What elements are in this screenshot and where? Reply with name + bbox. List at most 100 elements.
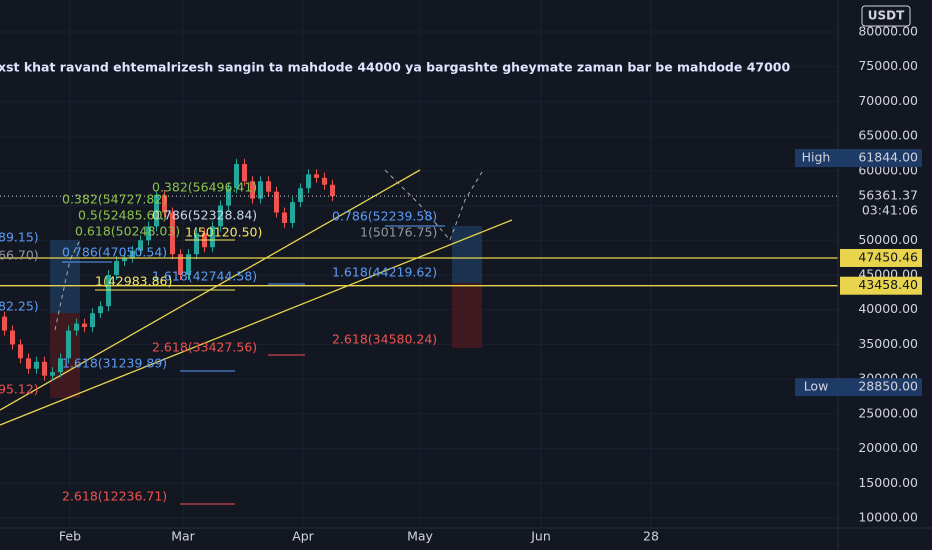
x-tick-label: Apr bbox=[292, 529, 314, 544]
fib-label: 1.618(44219.62) bbox=[332, 265, 437, 280]
candle bbox=[170, 212, 175, 255]
y-tick-label: 75000.00 bbox=[858, 58, 918, 73]
fib-label: 1(42983.86) bbox=[95, 274, 172, 289]
candle bbox=[114, 261, 119, 275]
candle bbox=[74, 323, 79, 331]
fib-label: 89.15) bbox=[0, 230, 39, 245]
y-tick-label: 35000.00 bbox=[858, 336, 918, 351]
last-price-tag bbox=[840, 186, 922, 219]
candle bbox=[122, 257, 127, 262]
candle bbox=[226, 188, 231, 206]
y-tick-label: 50000.00 bbox=[858, 232, 918, 247]
long-box bbox=[50, 240, 80, 313]
trend-line bbox=[0, 219, 513, 426]
price-tag bbox=[840, 276, 922, 295]
high-value: 61844.00 bbox=[858, 150, 918, 165]
candle bbox=[130, 250, 135, 258]
candle bbox=[98, 306, 103, 314]
candle bbox=[66, 330, 71, 359]
candle bbox=[266, 181, 271, 192]
short-box bbox=[452, 283, 482, 348]
candle bbox=[314, 174, 319, 178]
fib-label: 66.70) bbox=[0, 248, 39, 263]
x-tick-label: Jun bbox=[530, 529, 551, 544]
fib-label: 0.786(52328.84) bbox=[152, 208, 257, 223]
fib-label: 82.25) bbox=[0, 299, 39, 314]
fib-label: 0.382(54727.82) bbox=[62, 192, 167, 207]
candle bbox=[34, 361, 39, 369]
y-tick-label: 10000.00 bbox=[858, 510, 918, 525]
annotations: 0.382(54727.82)0.5(52485.60) 0.382(56496.… bbox=[0, 180, 445, 505]
fib-label: 1.618(42744.58) bbox=[152, 269, 257, 284]
fib-label: 1(50176.75) bbox=[360, 225, 437, 240]
countdown: 03:41:06 bbox=[862, 203, 918, 218]
x-tick-label: Feb bbox=[59, 529, 81, 544]
y-tick-label: 65000.00 bbox=[858, 128, 918, 143]
candle bbox=[322, 177, 327, 185]
price-tag-label: 43458.40 bbox=[858, 277, 918, 292]
candle bbox=[186, 254, 191, 275]
long-box bbox=[452, 226, 482, 283]
candle bbox=[50, 372, 55, 376]
candle bbox=[250, 181, 255, 199]
fib-label: 0.382(56496.41) bbox=[152, 180, 257, 195]
fib-label: 2.618(33427.56) bbox=[152, 340, 257, 355]
low-tag bbox=[795, 378, 922, 397]
y-tick-label: 15000.00 bbox=[858, 475, 918, 490]
chart-title: xst khat ravand ehtemalrizesh sangin ta … bbox=[0, 60, 790, 75]
candle bbox=[26, 358, 31, 369]
candle bbox=[2, 316, 7, 331]
fib-label: 2.618(34580.24) bbox=[332, 332, 437, 347]
low-value: 28850.00 bbox=[858, 379, 918, 394]
fib-label: 2.618(12236.71) bbox=[62, 489, 167, 504]
fib-label: 0.786(52239.58) bbox=[332, 209, 437, 224]
high-tag bbox=[795, 149, 922, 168]
axis-labels: 10000.0015000.0020000.0025000.0030000.00… bbox=[59, 24, 922, 544]
candle bbox=[210, 226, 215, 248]
candle bbox=[306, 174, 311, 189]
y-tick-label: 20000.00 bbox=[858, 440, 918, 455]
last-price: 56361.37 bbox=[858, 188, 918, 203]
candle bbox=[138, 240, 143, 251]
candle bbox=[42, 361, 47, 376]
candle bbox=[194, 233, 199, 255]
candle bbox=[298, 188, 303, 203]
high-name: High bbox=[802, 150, 831, 165]
x-tick-label: 28 bbox=[643, 529, 659, 544]
low-name: Low bbox=[804, 379, 829, 394]
currency-badge bbox=[861, 5, 911, 27]
candle bbox=[58, 358, 63, 373]
candle bbox=[274, 191, 279, 213]
candle bbox=[154, 195, 159, 227]
fib-label: 1(50120.50) bbox=[185, 225, 262, 240]
candle bbox=[242, 163, 247, 182]
projection bbox=[384, 169, 451, 241]
candle bbox=[258, 181, 263, 199]
candle bbox=[10, 330, 15, 345]
price-tag-label: 47450.46 bbox=[858, 249, 918, 264]
candle bbox=[290, 202, 295, 223]
fib-label: 1.618(31239.89) bbox=[62, 356, 167, 371]
projection bbox=[449, 171, 483, 241]
currency: USDT bbox=[868, 9, 905, 23]
candle bbox=[90, 313, 95, 328]
candle bbox=[162, 195, 167, 213]
fib-label: 0.786(47050.54) bbox=[62, 245, 167, 260]
candle bbox=[146, 226, 151, 241]
fib-label: 0.5(52485.60) bbox=[78, 208, 167, 223]
candle bbox=[18, 344, 23, 359]
y-tick-label: 25000.00 bbox=[858, 405, 918, 420]
candle bbox=[218, 205, 223, 227]
fib-label: 95.12) bbox=[0, 382, 39, 397]
candle bbox=[82, 323, 87, 328]
y-tick-label: 80000.00 bbox=[858, 24, 918, 39]
price-tag bbox=[840, 248, 922, 267]
x-tick-label: Mar bbox=[171, 529, 195, 544]
candle bbox=[282, 212, 287, 223]
y-tick-label: 40000.00 bbox=[858, 301, 918, 316]
candle bbox=[178, 254, 183, 275]
fib-label: 0.618(50248.03) bbox=[75, 224, 180, 239]
x-tick-label: May bbox=[407, 529, 433, 544]
candle bbox=[330, 184, 335, 197]
